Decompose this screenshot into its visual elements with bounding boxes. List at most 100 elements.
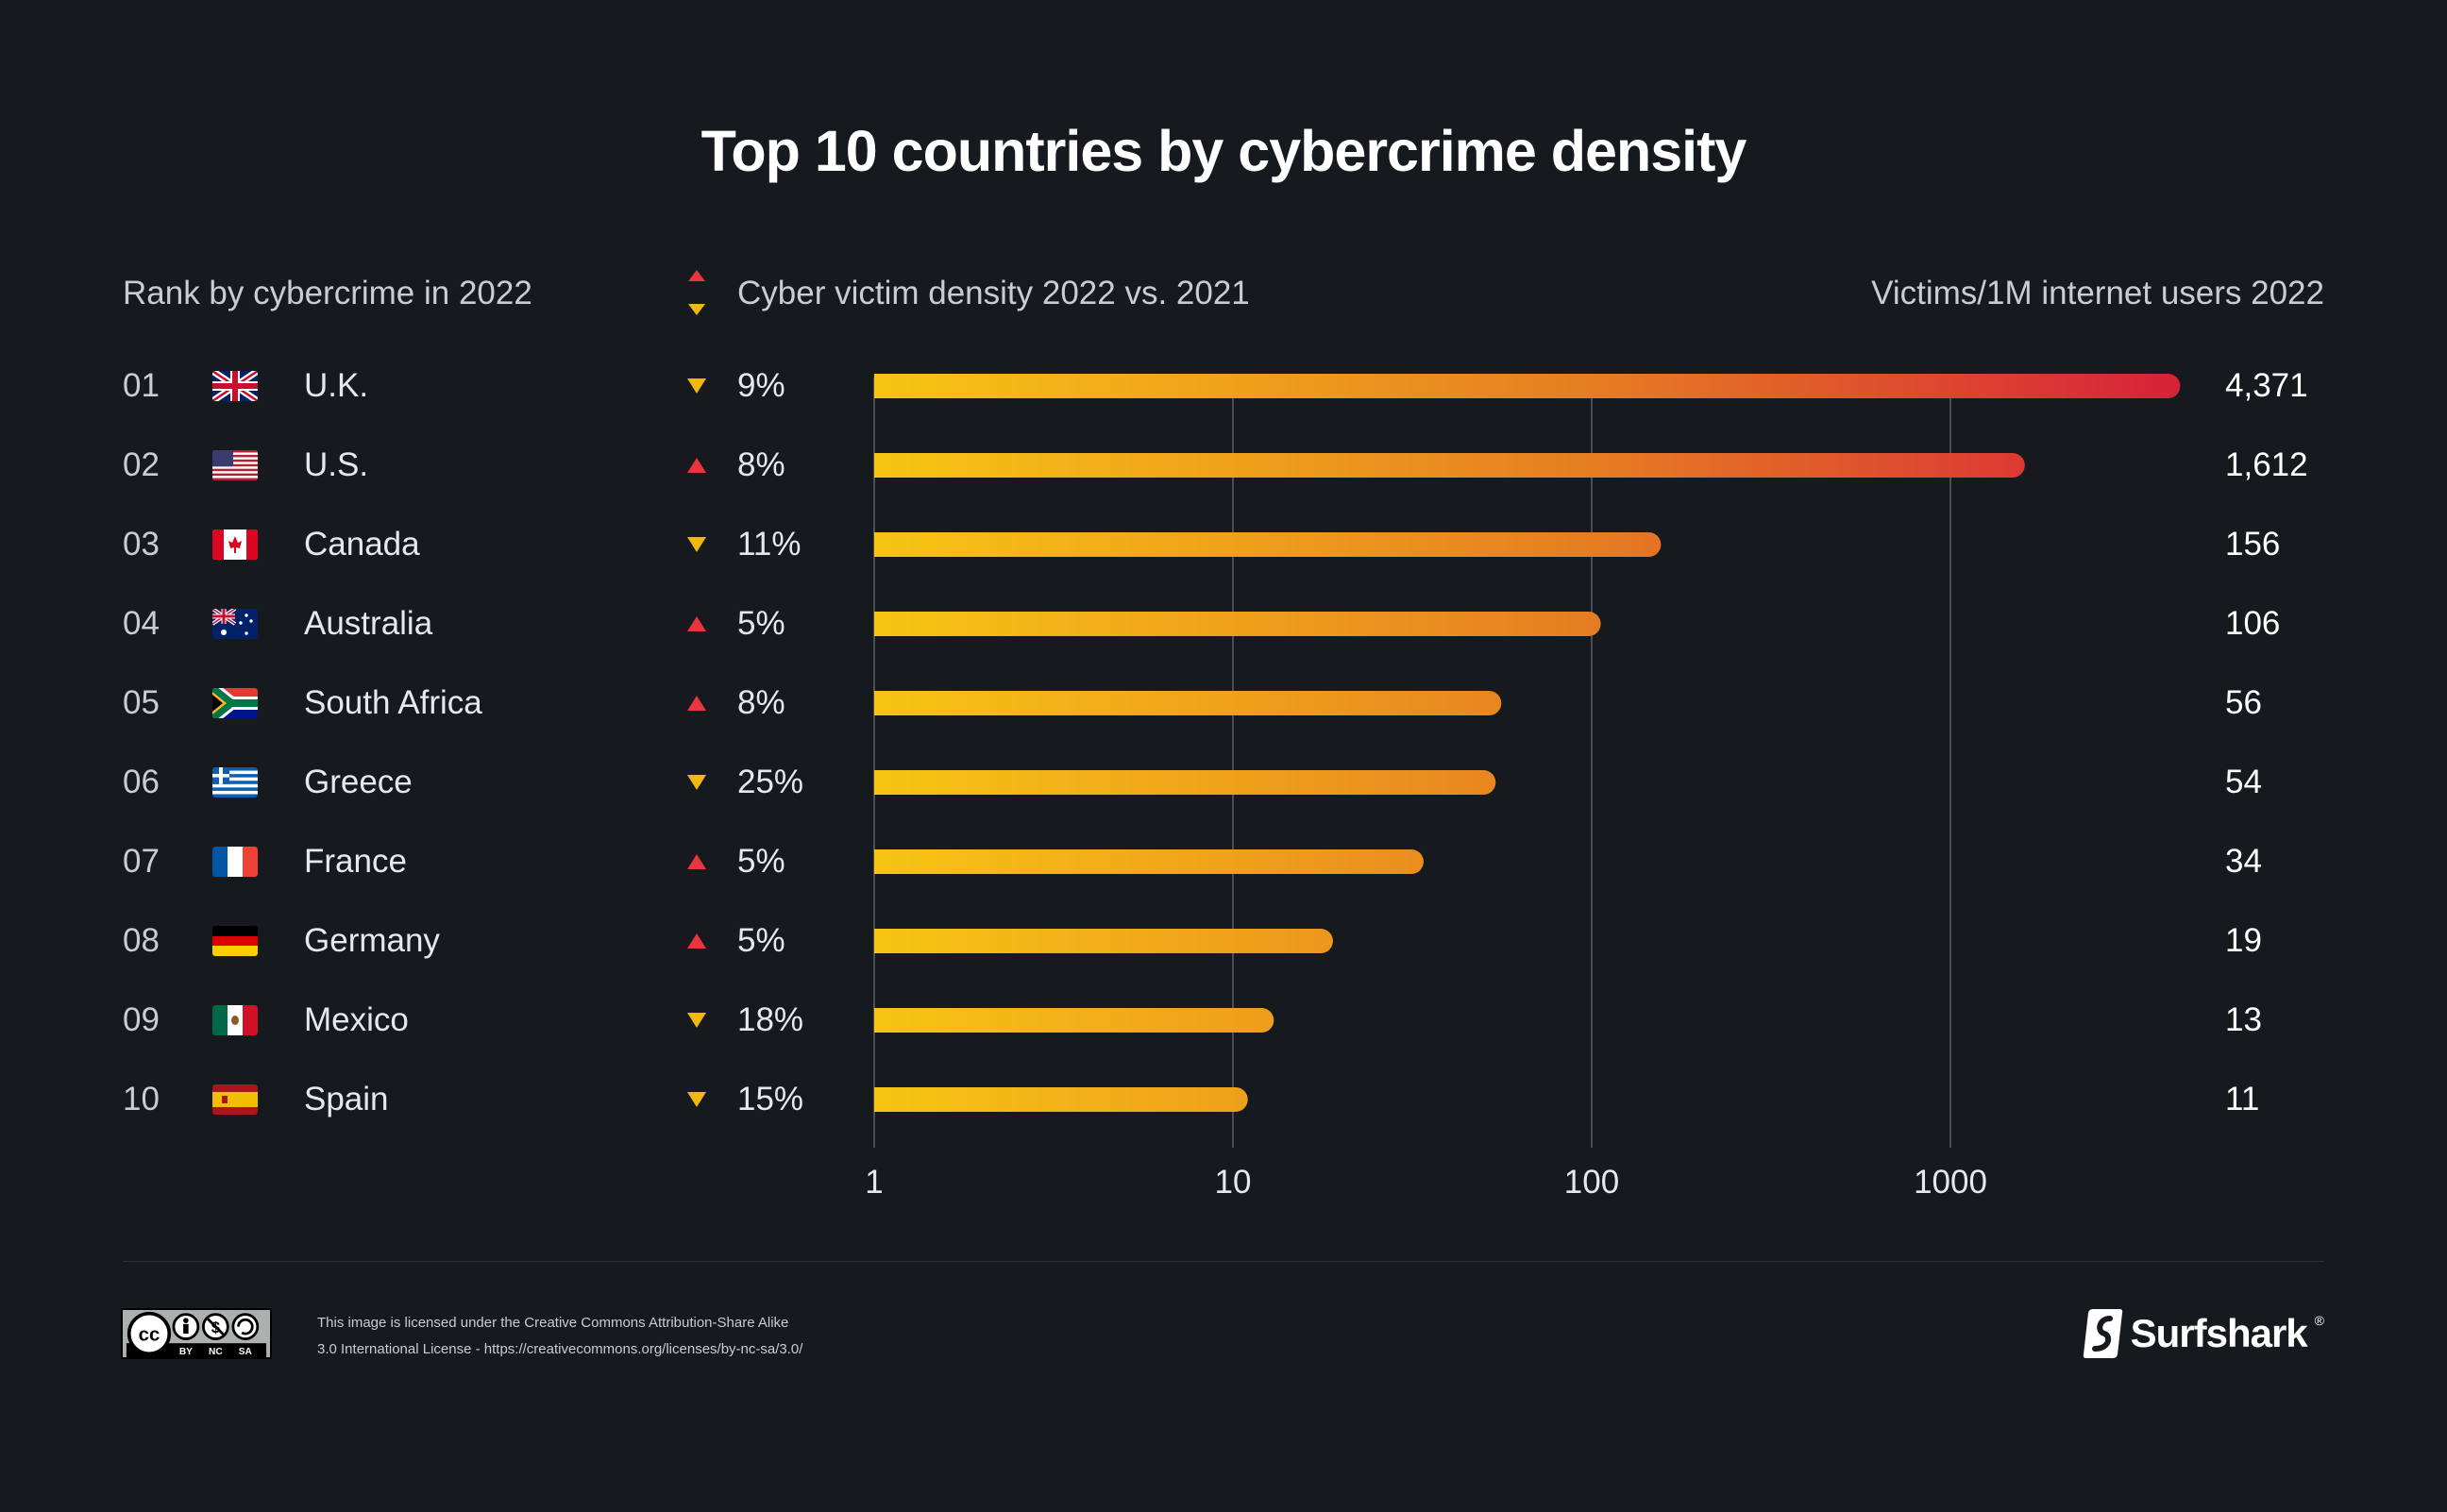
arrow-up-icon	[687, 696, 706, 711]
country-name: Australia	[304, 605, 433, 642]
arrow-up-icon	[687, 616, 706, 631]
country-name: Germany	[304, 922, 440, 959]
surfshark-brand: Surfshark ®	[2082, 1305, 2324, 1362]
change-percent: 5%	[737, 843, 785, 880]
rank-number: 07	[123, 843, 160, 880]
brand-name: Surfshark	[2130, 1311, 2308, 1355]
change-percent: 5%	[737, 922, 785, 959]
value-label: 4,371	[2225, 367, 2308, 404]
rank-number: 02	[123, 446, 160, 483]
country-row: 04 Australia 5% 106	[0, 596, 2447, 652]
svg-text:NC: NC	[209, 1347, 223, 1357]
surfshark-logo-icon	[2083, 1309, 2122, 1358]
value-label: 11	[2225, 1081, 2260, 1117]
country-row: 01 U.K. 9% 4,371	[0, 358, 2447, 414]
bar	[874, 374, 2181, 398]
svg-text:SA: SA	[239, 1347, 253, 1357]
bar	[874, 1008, 1274, 1033]
bar	[874, 453, 2025, 478]
bar	[874, 929, 1333, 953]
country-name: South Africa	[304, 684, 482, 721]
country-row: 07 France 5% 34	[0, 833, 2447, 890]
registered-mark: ®	[2314, 1313, 2324, 1328]
country-name: Spain	[304, 1081, 389, 1117]
uk-flag-icon	[212, 371, 258, 401]
svg-text:cc: cc	[139, 1324, 160, 1345]
france-flag-icon	[212, 847, 258, 877]
south-africa-flag-icon	[212, 688, 258, 718]
x-tick-label: 10	[1215, 1164, 1252, 1201]
country-name: Greece	[304, 764, 413, 800]
rank-number: 05	[123, 684, 160, 721]
country-row: 06 Greece 25% 54	[0, 754, 2447, 811]
rank-number: 01	[123, 367, 160, 404]
value-label: 156	[2225, 526, 2281, 563]
rank-column-header: Rank by cybercrime in 2022	[123, 275, 532, 311]
rank-number: 08	[123, 922, 160, 959]
x-tick-label: 1000	[1914, 1164, 1987, 1201]
country-name: Canada	[304, 526, 420, 563]
change-legend-icon	[688, 270, 705, 315]
chart-title: Top 10 countries by cybercrime density	[700, 119, 1747, 183]
bar	[874, 770, 1496, 795]
change-percent: 9%	[737, 367, 785, 404]
change-percent: 18%	[737, 1001, 804, 1038]
value-label: 34	[2225, 843, 2262, 880]
country-name: France	[304, 843, 407, 880]
germany-flag-icon	[212, 926, 258, 956]
cc-by-nc-sa-icon: cc $ BY NC SA	[121, 1308, 272, 1359]
country-name: U.K.	[304, 367, 369, 404]
arrow-down-icon	[687, 1013, 706, 1028]
country-row: 09 Mexico 18% 13	[0, 992, 2447, 1049]
bar	[874, 849, 1424, 874]
value-label: 56	[2225, 684, 2262, 721]
change-column-header: Cyber victim density 2022 vs. 2021	[737, 275, 1250, 311]
country-row: 05 South Africa 8% 56	[0, 675, 2447, 731]
bar	[874, 1087, 1248, 1112]
country-row: 02 U.S. 8% 1,612	[0, 437, 2447, 494]
arrow-up-icon	[687, 458, 706, 473]
country-row: 03 Canada 11% 156	[0, 516, 2447, 573]
svg-text:BY: BY	[179, 1347, 193, 1357]
arrow-down-icon	[687, 775, 706, 790]
country-name: U.S.	[304, 446, 369, 483]
rank-number: 03	[123, 526, 160, 563]
value-label: 13	[2225, 1001, 2262, 1038]
license-text: This image is licensed under the Creativ…	[317, 1310, 802, 1363]
change-percent: 25%	[737, 764, 804, 800]
rank-number: 06	[123, 764, 160, 800]
change-percent: 5%	[737, 605, 785, 642]
rank-number: 04	[123, 605, 160, 642]
value-label: 1,612	[2225, 446, 2308, 483]
greece-flag-icon	[212, 767, 258, 798]
change-percent: 8%	[737, 684, 785, 721]
change-percent: 11%	[737, 526, 802, 563]
country-row: 10 Spain 15% 11	[0, 1071, 2447, 1128]
x-tick-label: 1	[865, 1164, 883, 1201]
change-percent: 8%	[737, 446, 785, 483]
arrow-down-icon	[687, 537, 706, 552]
license-line-2: 3.0 International License - https://crea…	[317, 1341, 803, 1357]
arrow-up-icon	[687, 933, 706, 949]
value-label: 106	[2225, 605, 2281, 642]
license-line-1: This image is licensed under the Creativ…	[317, 1315, 789, 1331]
victims-column-header: Victims/1M internet users 2022	[1871, 275, 2324, 311]
canada-flag-icon	[212, 529, 258, 560]
rank-number: 10	[123, 1081, 160, 1117]
mexico-flag-icon	[212, 1005, 258, 1035]
country-row: 08 Germany 5% 19	[0, 913, 2447, 969]
change-percent: 15%	[737, 1081, 804, 1117]
arrow-down-icon	[687, 1092, 706, 1107]
bar	[874, 691, 1502, 715]
australia-flag-icon	[212, 609, 258, 639]
country-name: Mexico	[304, 1001, 409, 1038]
bar	[874, 612, 1601, 636]
footer-divider	[123, 1261, 2324, 1262]
value-label: 54	[2225, 764, 2262, 800]
value-label: 19	[2225, 922, 2262, 959]
arrow-up-icon	[687, 854, 706, 869]
spain-flag-icon	[212, 1084, 258, 1115]
rank-number: 09	[123, 1001, 160, 1038]
